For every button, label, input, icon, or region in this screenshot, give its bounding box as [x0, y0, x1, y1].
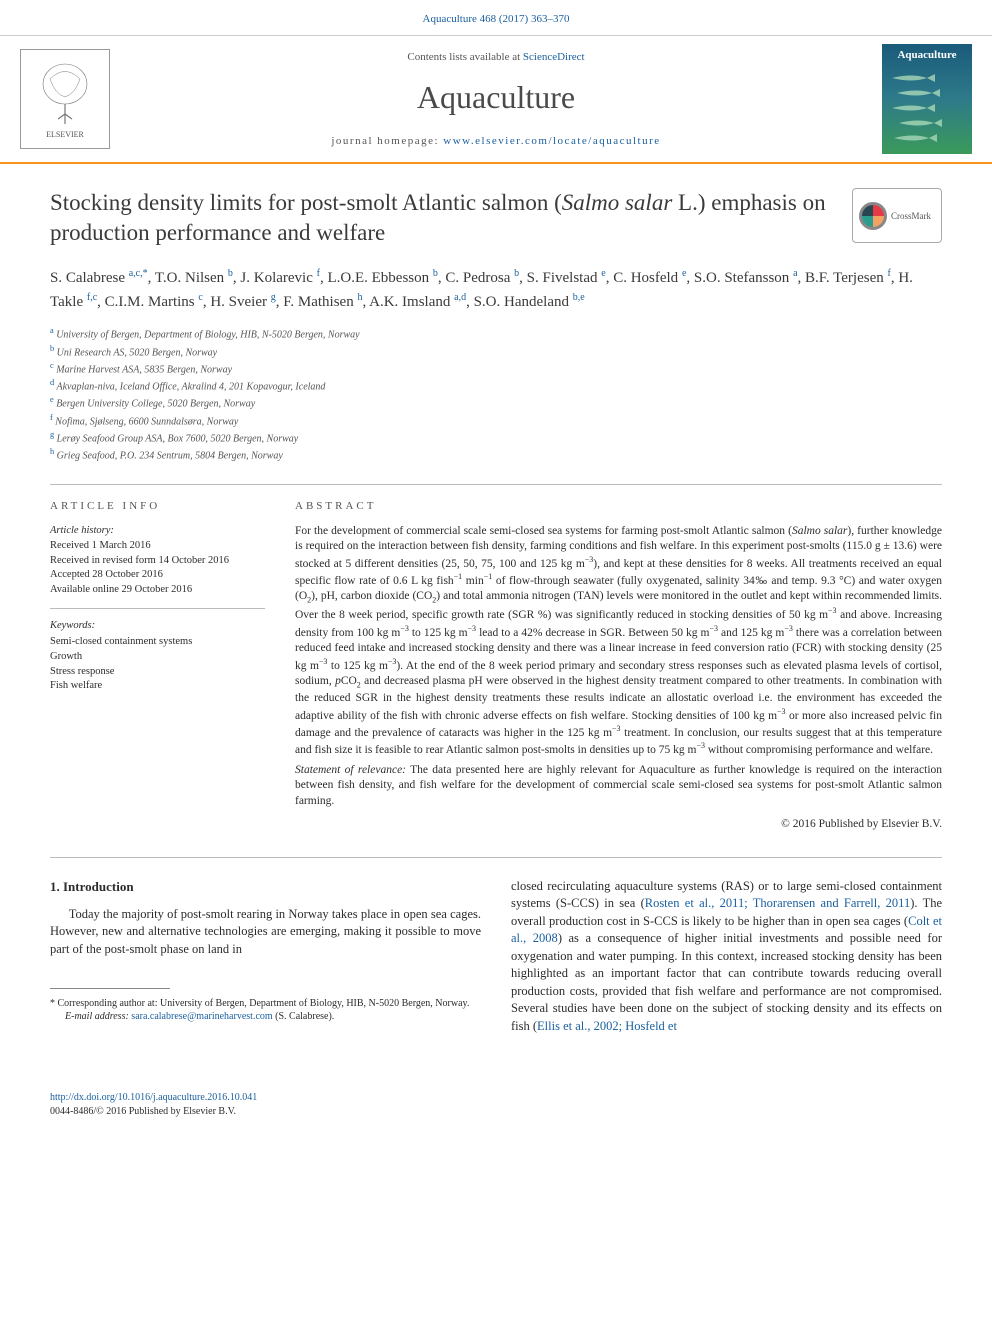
info-abstract-row: ARTICLE INFO Article history: Received 1… — [50, 484, 942, 833]
elsevier-tree-icon: ELSEVIER — [30, 59, 100, 139]
keyword: Semi-closed containment systems — [50, 635, 265, 650]
keyword: Growth — [50, 650, 265, 665]
keyword-list: Semi-closed containment systemsGrowthStr… — [50, 635, 265, 694]
homepage-line: journal homepage: www.elsevier.com/locat… — [110, 134, 882, 149]
svg-text:ELSEVIER: ELSEVIER — [46, 130, 84, 139]
keywords-label: Keywords: — [50, 619, 265, 634]
article-info-sidebar: ARTICLE INFO Article history: Received 1… — [50, 499, 265, 833]
keyword: Stress response — [50, 665, 265, 680]
abstract-heading: ABSTRACT — [295, 499, 942, 514]
history-line: Received in revised form 14 October 2016 — [50, 554, 265, 569]
relevance-statement: Statement of relevance: The data present… — [295, 763, 942, 810]
body-two-column: 1. Introduction Today the majority of po… — [50, 878, 942, 1042]
intro-para-2: closed recirculating aquaculture systems… — [511, 878, 942, 1036]
header-center: Contents lists available at ScienceDirec… — [110, 50, 882, 150]
affiliation-list: a University of Bergen, Department of Bi… — [50, 325, 942, 464]
crossmark-badge[interactable]: CrossMark — [852, 188, 942, 243]
body-col-right: closed recirculating aquaculture systems… — [511, 878, 942, 1042]
article-history: Article history: Received 1 March 2016Re… — [50, 524, 265, 608]
citation-link[interactable]: Aquaculture 468 (2017) 363–370 — [423, 13, 570, 25]
article-content: Stocking density limits for post-smolt A… — [0, 164, 992, 1071]
fish-pattern-icon — [887, 68, 967, 148]
crossmark-icon — [859, 202, 887, 230]
history-line: Accepted 28 October 2016 — [50, 568, 265, 583]
crossmark-label: CrossMark — [891, 210, 931, 223]
elsevier-logo: ELSEVIER — [20, 49, 110, 149]
intro-para-1: Today the majority of post-smolt rearing… — [50, 906, 481, 959]
page-footer: http://dx.doi.org/10.1016/j.aquaculture.… — [0, 1071, 992, 1149]
issn-copyright: 0044-8486/© 2016 Published by Elsevier B… — [50, 1106, 236, 1117]
article-info-heading: ARTICLE INFO — [50, 499, 265, 514]
keyword: Fish welfare — [50, 679, 265, 694]
body-col-left: 1. Introduction Today the majority of po… — [50, 878, 481, 1042]
author-list: S. Calabrese a,c,*, T.O. Nilsen b, J. Ko… — [50, 266, 942, 313]
abstract-block: ABSTRACT For the development of commerci… — [295, 499, 942, 833]
article-title: Stocking density limits for post-smolt A… — [50, 188, 832, 248]
footnote-rule — [50, 988, 170, 989]
history-label: Article history: — [50, 524, 265, 539]
journal-cover-logo: Aquaculture — [882, 44, 972, 154]
section-rule — [50, 857, 942, 858]
journal-name: Aquaculture — [110, 75, 882, 120]
history-line: Received 1 March 2016 — [50, 539, 265, 554]
top-citation: Aquaculture 468 (2017) 363–370 — [0, 0, 992, 35]
journal-header-bar: ELSEVIER Contents lists available at Sci… — [0, 35, 992, 164]
title-row: Stocking density limits for post-smolt A… — [50, 188, 942, 248]
doi-link[interactable]: http://dx.doi.org/10.1016/j.aquaculture.… — [50, 1092, 257, 1103]
history-line: Available online 29 October 2016 — [50, 583, 265, 598]
contents-line: Contents lists available at ScienceDirec… — [110, 50, 882, 65]
journal-cover-text: Aquaculture — [897, 48, 956, 63]
corresponding-footnote: * Corresponding author at: University of… — [50, 997, 481, 1023]
email-link[interactable]: sara.calabrese@marineharvest.com — [131, 1011, 272, 1022]
homepage-link[interactable]: www.elsevier.com/locate/aquaculture — [443, 135, 660, 147]
abstract-text: For the development of commercial scale … — [295, 524, 942, 759]
intro-heading: 1. Introduction — [50, 878, 481, 896]
sciencedirect-link[interactable]: ScienceDirect — [523, 51, 585, 63]
abstract-copyright: © 2016 Published by Elsevier B.V. — [295, 817, 942, 833]
